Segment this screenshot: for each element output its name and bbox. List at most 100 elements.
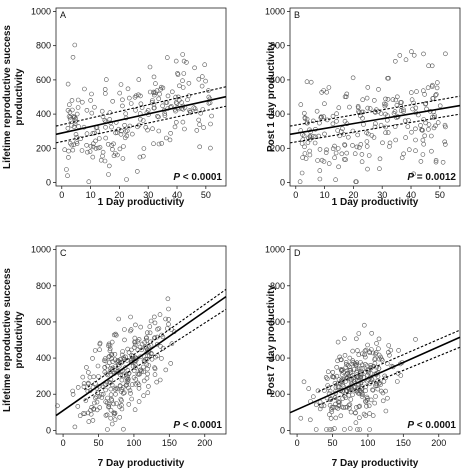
data-point bbox=[172, 124, 178, 130]
data-point bbox=[340, 126, 345, 131]
y-tick-label: 600 bbox=[270, 317, 285, 327]
data-point bbox=[118, 389, 124, 394]
p-symbol: P bbox=[407, 420, 414, 431]
data-point bbox=[75, 404, 81, 409]
data-point bbox=[307, 417, 313, 423]
data-point bbox=[70, 388, 75, 394]
data-point bbox=[174, 101, 180, 106]
p-value-text: < 0.0001 bbox=[414, 420, 456, 431]
data-point bbox=[342, 352, 348, 358]
data-point bbox=[70, 107, 75, 113]
data-point bbox=[401, 151, 406, 157]
data-point bbox=[147, 64, 153, 70]
y-tick-label: 1000 bbox=[265, 6, 285, 16]
data-point bbox=[313, 134, 318, 140]
data-point bbox=[401, 107, 406, 113]
data-point bbox=[373, 350, 379, 355]
data-point bbox=[332, 380, 338, 386]
data-point bbox=[333, 150, 339, 156]
data-point bbox=[121, 426, 126, 432]
data-point bbox=[154, 379, 159, 385]
data-point bbox=[372, 110, 378, 115]
data-point bbox=[133, 108, 138, 113]
x-tick-label: 30 bbox=[143, 190, 153, 200]
data-point bbox=[94, 399, 100, 405]
data-point bbox=[317, 168, 323, 173]
data-point bbox=[385, 97, 391, 102]
data-point bbox=[196, 76, 202, 82]
data-point bbox=[166, 321, 171, 327]
data-point bbox=[156, 141, 162, 147]
data-point bbox=[92, 348, 98, 353]
data-point bbox=[394, 94, 400, 100]
data-point bbox=[90, 144, 96, 150]
data-point bbox=[349, 361, 355, 367]
data-point bbox=[180, 119, 186, 125]
data-point bbox=[80, 374, 86, 380]
data-point bbox=[175, 71, 180, 76]
data-point bbox=[75, 97, 81, 103]
data-point bbox=[67, 102, 72, 107]
data-point bbox=[66, 114, 72, 119]
data-point bbox=[317, 147, 323, 152]
data-point bbox=[130, 353, 136, 359]
y-tick-label: 0 bbox=[46, 425, 51, 435]
data-point bbox=[118, 132, 124, 137]
data-point bbox=[191, 105, 197, 110]
data-point bbox=[134, 356, 140, 362]
data-point bbox=[391, 111, 397, 116]
data-point bbox=[367, 427, 372, 432]
data-point bbox=[152, 320, 158, 326]
data-point bbox=[122, 390, 127, 396]
data-point bbox=[411, 171, 416, 177]
data-point bbox=[351, 378, 357, 384]
data-point bbox=[105, 427, 110, 432]
data-point bbox=[364, 139, 370, 144]
x-tick-label: 200 bbox=[431, 438, 446, 448]
data-point bbox=[173, 108, 178, 114]
data-point bbox=[128, 101, 134, 106]
data-point bbox=[334, 119, 339, 124]
data-point bbox=[130, 382, 135, 387]
data-point bbox=[124, 177, 129, 182]
data-point bbox=[120, 103, 125, 109]
data-point bbox=[152, 105, 157, 111]
data-point bbox=[177, 97, 182, 103]
p-value-label: P = 0.0012 bbox=[407, 172, 456, 183]
data-point bbox=[337, 399, 343, 405]
data-point bbox=[124, 382, 130, 388]
data-point bbox=[137, 154, 143, 160]
data-point bbox=[302, 144, 307, 150]
data-point bbox=[355, 427, 360, 432]
data-point bbox=[344, 150, 350, 156]
data-point bbox=[132, 342, 138, 348]
data-point bbox=[313, 427, 319, 432]
data-point bbox=[399, 100, 404, 105]
data-point bbox=[103, 387, 108, 393]
data-point bbox=[341, 336, 347, 342]
data-point bbox=[120, 349, 125, 354]
x-tick-label: 10 bbox=[86, 190, 96, 200]
data-point bbox=[147, 324, 153, 329]
data-point bbox=[194, 128, 200, 133]
regression-line bbox=[289, 104, 461, 136]
p-value-text: < 0.0001 bbox=[180, 420, 222, 431]
data-point bbox=[372, 357, 378, 363]
data-point bbox=[420, 128, 425, 133]
data-point bbox=[97, 405, 102, 410]
data-point bbox=[385, 76, 390, 81]
data-point bbox=[398, 108, 404, 113]
panel-letter: B bbox=[294, 10, 300, 20]
data-point bbox=[85, 149, 90, 155]
data-point bbox=[392, 124, 398, 129]
y-tick-label: 800 bbox=[36, 41, 51, 51]
data-point bbox=[378, 122, 384, 128]
data-point bbox=[122, 337, 127, 343]
data-point bbox=[152, 372, 158, 377]
data-point bbox=[138, 324, 143, 330]
data-point bbox=[128, 391, 133, 396]
data-point bbox=[167, 137, 173, 143]
data-point bbox=[143, 335, 149, 341]
data-point bbox=[152, 314, 157, 320]
data-point bbox=[310, 394, 316, 400]
